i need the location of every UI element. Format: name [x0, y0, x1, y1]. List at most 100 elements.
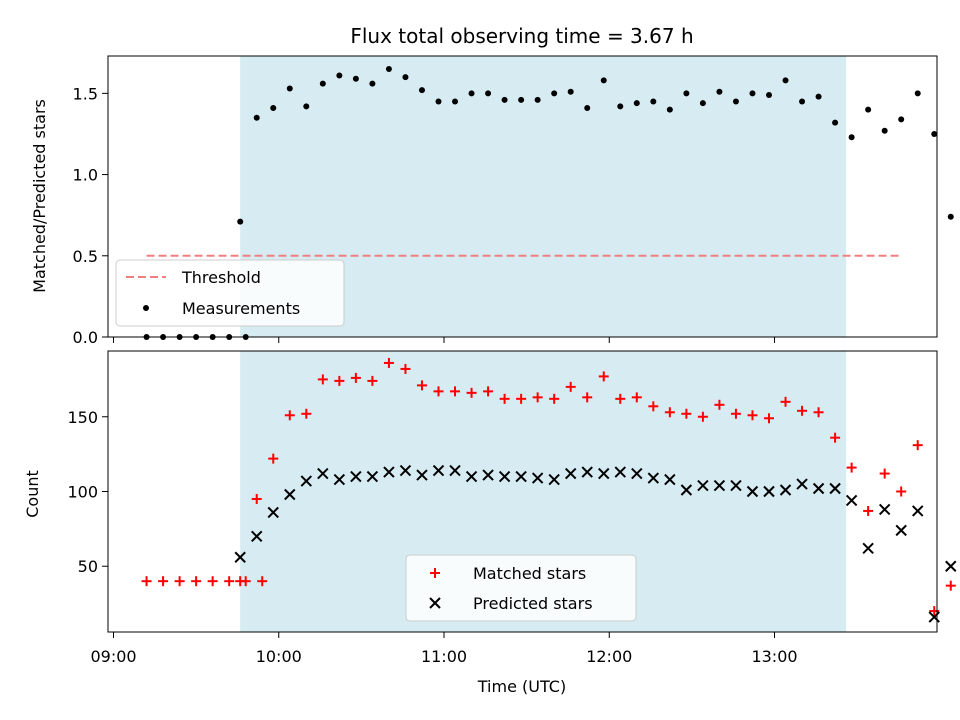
x-tick-label: 10:00: [256, 647, 302, 666]
matched-star-point: [433, 386, 444, 397]
measurement-point: [336, 72, 343, 79]
matched-star-point: [549, 393, 560, 404]
predicted-star-point: [300, 475, 313, 487]
measurement-point: [286, 85, 293, 92]
predicted-star-point: [713, 479, 726, 492]
matched-star-point: [945, 580, 956, 591]
measurement-point: [402, 74, 409, 81]
legend-matched-swatch: [430, 568, 440, 578]
matched-star-point: [191, 576, 202, 587]
legend-threshold-label: Threshold: [181, 268, 261, 287]
measurement-point: [898, 116, 905, 123]
measurement-point: [832, 119, 839, 126]
measurement-point: [848, 134, 855, 141]
legend-predicted-label: Predicted stars: [473, 594, 593, 613]
predicted-star-point: [829, 482, 841, 495]
legend: Threshold Measurements: [115, 259, 345, 327]
predicted-star-point: [912, 505, 924, 517]
predicted-star-point: [333, 473, 346, 486]
measurement-point: [385, 65, 392, 72]
legend-measurements-label: Measurements: [182, 299, 300, 318]
predicted-star-point: [317, 467, 329, 480]
matched-star-point: [565, 381, 576, 392]
measurement-point: [865, 106, 872, 113]
measurement-point: [947, 213, 954, 220]
predicted-star-point: [531, 472, 544, 484]
matched-star-point: [450, 386, 461, 397]
matched-star-point: [697, 411, 708, 422]
y-tick-label: 1.0: [73, 166, 98, 185]
matched-star-point: [174, 576, 185, 587]
chart-title: Flux total observing time = 3.67 h: [350, 24, 693, 48]
measurement-point: [319, 80, 326, 87]
predicted-star-point: [845, 494, 858, 507]
measurement-point: [237, 218, 244, 225]
predicted-star-point: [350, 470, 362, 483]
predicted-star-point: [664, 473, 676, 486]
measurement-point: [452, 98, 459, 105]
measurement-point: [617, 103, 624, 110]
matched-star-point: [879, 468, 890, 479]
matched-star-point: [334, 375, 345, 386]
measurement-point: [303, 103, 310, 110]
legend-matched-label: Matched stars: [473, 564, 586, 583]
predicted-star-point: [680, 484, 693, 496]
predicted-star-point: [498, 470, 511, 483]
matched-star-point: [224, 576, 235, 587]
matched-star-point: [780, 396, 791, 407]
measurement-point: [435, 98, 442, 105]
matched-star-point: [615, 393, 626, 404]
measurement-point: [518, 96, 525, 103]
matched-star-point: [235, 576, 246, 587]
measurement-point: [683, 90, 690, 97]
predicted-star-point: [862, 542, 874, 555]
x-axis-title: Time (UTC): [477, 677, 566, 696]
measurement-point: [485, 90, 492, 97]
predicted-star-point: [416, 469, 428, 481]
matched-star-point: [582, 392, 593, 403]
count-panel: 50 100 150 09:00 10:00 11:00 12:00 13:00 Matched…: [67, 350, 957, 666]
matched-star-point: [383, 357, 394, 368]
y-tick-label: 1.5: [73, 84, 98, 103]
legend-predicted-swatch: [429, 597, 441, 609]
predicted-star-point: [581, 466, 593, 478]
measurement-point: [782, 77, 789, 84]
measurement-point: [881, 127, 888, 134]
matched-star-point: [207, 576, 218, 587]
measurement-point: [551, 90, 558, 97]
predicted-star-point: [763, 485, 775, 498]
matched-star-point: [158, 576, 169, 587]
predicted-star-point: [564, 467, 577, 480]
matched-star-point: [516, 393, 527, 404]
matched-star-point: [648, 401, 659, 412]
matched-star-point: [257, 576, 268, 587]
matched-star-point: [631, 392, 642, 403]
measurement-point: [799, 98, 806, 105]
measurement-point: [501, 96, 508, 103]
predicted-star-point: [366, 470, 379, 483]
predicted-star-point: [432, 464, 445, 477]
measurement-point: [914, 90, 921, 97]
legend: Matched stars Predicted stars: [405, 554, 637, 622]
matched-star-point: [400, 363, 411, 374]
predicted-star-point: [779, 484, 792, 496]
legend-box: [115, 259, 345, 327]
measurement-point: [600, 77, 607, 84]
predicted-star-point: [465, 470, 478, 483]
y-tick-label: 50: [78, 557, 98, 576]
measurement-point: [633, 100, 640, 107]
matched-star-point: [367, 375, 378, 386]
predicted-star-point: [928, 611, 940, 623]
measurement-point: [418, 87, 425, 94]
matched-star-point: [846, 462, 857, 473]
measurement-point: [584, 104, 591, 111]
predicted-star-point: [730, 479, 742, 492]
measurement-point: [468, 90, 475, 97]
matched-star-point: [284, 410, 295, 421]
measurement-point: [567, 88, 574, 95]
predicted-star-point: [796, 478, 808, 490]
matched-star-point: [896, 486, 907, 497]
predicted-star-point: [878, 503, 891, 516]
measurement-point: [716, 88, 723, 95]
